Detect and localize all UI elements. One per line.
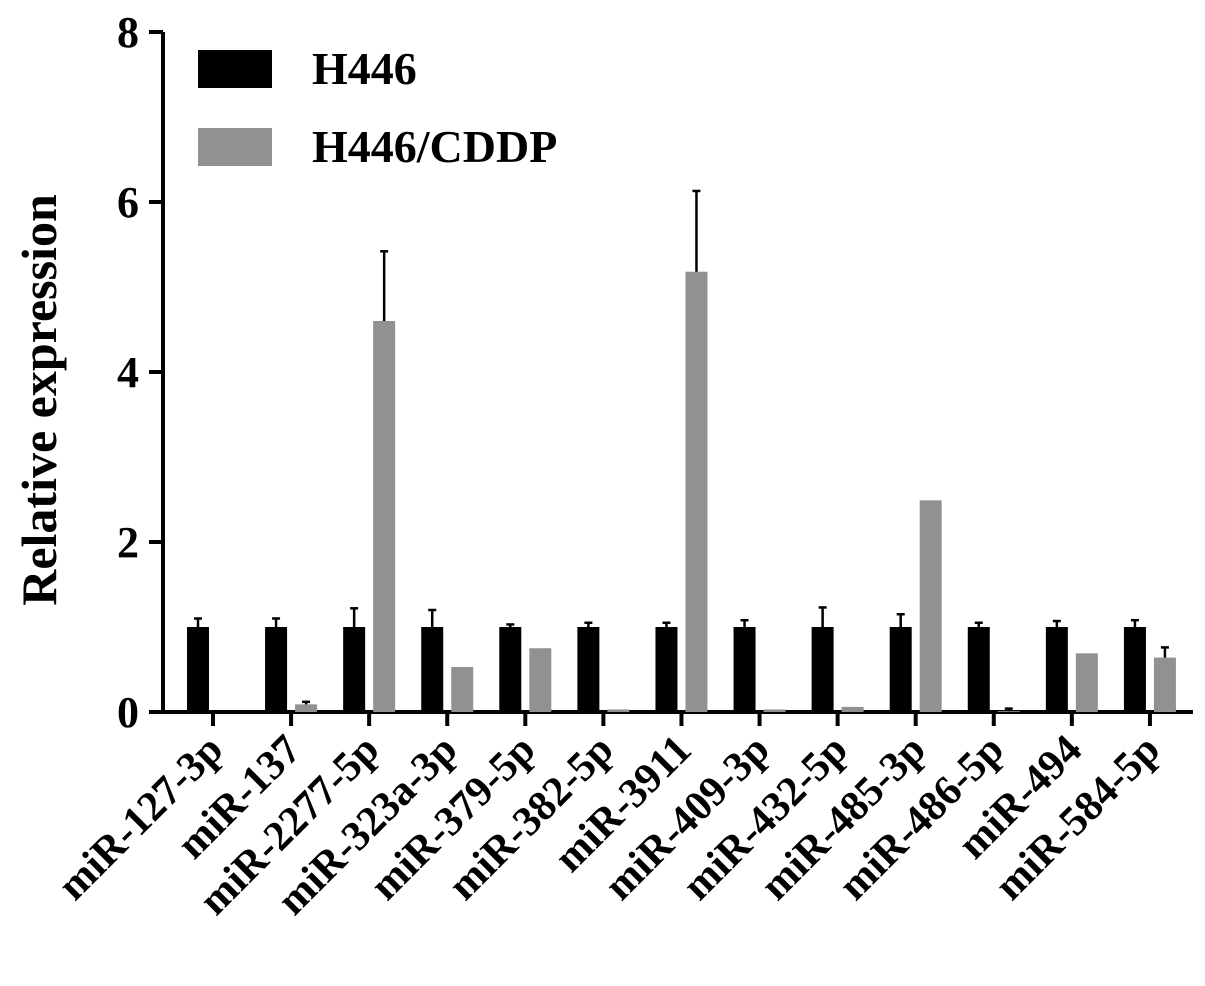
bars-layer (187, 189, 1176, 712)
bar-h446-cddp (685, 271, 708, 712)
bar-h446 (343, 627, 366, 712)
bar-h446 (577, 627, 600, 712)
bar-h446-cddp (1075, 653, 1098, 712)
y-tick-label: 8 (117, 8, 139, 57)
y-axis-title: Relative expression (11, 194, 67, 606)
bar-h446 (811, 627, 834, 712)
legend-swatch (198, 128, 272, 166)
bar-h446 (499, 627, 522, 712)
axis-layer: 0 2 4 6 8 (117, 8, 1193, 737)
bar-h446-cddp (373, 321, 396, 712)
bar-h446 (187, 627, 209, 712)
bar-h446 (1123, 627, 1146, 712)
bar-h446-cddp (1153, 657, 1176, 712)
y-tick-label: 2 (117, 518, 139, 567)
y-tick-label: 0 (117, 688, 139, 737)
bar-h446-cddp (841, 706, 864, 712)
legend-label: H446/CDDP (312, 121, 557, 172)
bar-h446 (265, 627, 288, 712)
bar-h446 (655, 627, 678, 712)
y-tick-label: 4 (117, 348, 139, 397)
bar-h446 (967, 627, 990, 712)
y-tick-label: 6 (117, 178, 139, 227)
bar-h446 (1045, 627, 1068, 712)
bar-h446-cddp (763, 709, 786, 712)
bar-h446 (733, 627, 756, 712)
legend: H446 H446/CDDP (198, 43, 557, 172)
bar-h446-cddp (529, 648, 552, 712)
bar-h446 (889, 627, 912, 712)
bar-h446 (421, 627, 444, 712)
bar-h446-cddp (295, 704, 318, 712)
labels-layer: miR-127-3pmiR-137miR-2277-5pmiR-323a-3pm… (49, 727, 1169, 925)
bar-h446-cddp (451, 666, 474, 712)
bar-h446-cddp (997, 711, 1020, 712)
bar-h446-cddp (607, 709, 630, 712)
bar-h446-cddp (919, 500, 942, 712)
legend-label: H446 (312, 43, 417, 94)
legend-swatch (198, 50, 272, 88)
